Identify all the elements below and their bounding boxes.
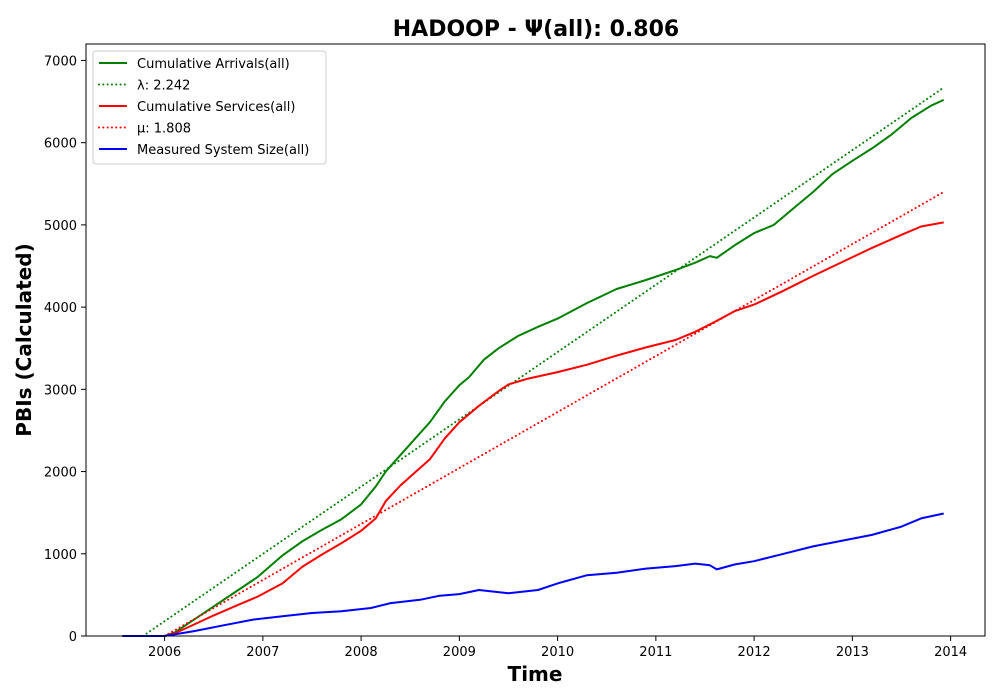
x-tick-label: 2008	[345, 645, 378, 660]
x-tick-label: 2013	[836, 645, 869, 660]
legend-label: Cumulative Arrivals(all)	[137, 57, 290, 72]
legend-box	[92, 50, 327, 165]
x-tick-label: 2007	[246, 645, 279, 660]
y-axis: 0 1000 2000 3000 4000 5000 6000 7000	[44, 54, 86, 645]
legend: Cumulative Arrivals(all) λ: 2.242 Cumulati…	[92, 50, 327, 165]
x-tick-label: 2011	[639, 645, 672, 660]
x-tick-label: 2006	[148, 645, 181, 660]
y-tick-label: 7000	[44, 54, 77, 69]
legend-label: Measured System Size(all)	[137, 143, 309, 158]
y-tick-label: 3000	[44, 383, 77, 398]
x-axis-label: Time	[508, 662, 563, 686]
legend-items: Cumulative Arrivals(all) λ: 2.242 Cumulati…	[98, 57, 309, 158]
x-tick-label: 2009	[443, 645, 476, 660]
y-tick-label: 4000	[44, 301, 77, 316]
plot-frame	[85, 43, 986, 637]
legend-label: Cumulative Services(all)	[137, 100, 295, 115]
legend-label: μ: 1.808	[137, 122, 191, 137]
series-line-1	[142, 86, 945, 637]
y-tick-label: 1000	[44, 548, 77, 563]
chart-title: HADOOP - Ψ(all): 0.806	[393, 17, 679, 42]
x-axis: 2006 2007 2008 2009 2010 2011 2012 2013 2014	[148, 636, 967, 660]
series-line-3	[163, 191, 945, 637]
x-tick-label: 2010	[541, 645, 574, 660]
y-tick-label: 6000	[44, 137, 77, 152]
y-axis-label: PBIs (Calculated)	[12, 243, 36, 436]
series-layer	[122, 86, 945, 637]
x-tick-label: 2012	[738, 645, 771, 660]
x-tick-label: 2014	[934, 645, 967, 660]
series-line-0	[122, 98, 945, 637]
series-line-4	[122, 512, 944, 637]
y-tick-label: 5000	[44, 219, 77, 234]
legend-label: λ: 2.242	[137, 79, 190, 94]
y-tick-label: 2000	[44, 466, 77, 481]
series-line-2	[122, 221, 944, 637]
y-tick-label: 0	[69, 630, 77, 645]
